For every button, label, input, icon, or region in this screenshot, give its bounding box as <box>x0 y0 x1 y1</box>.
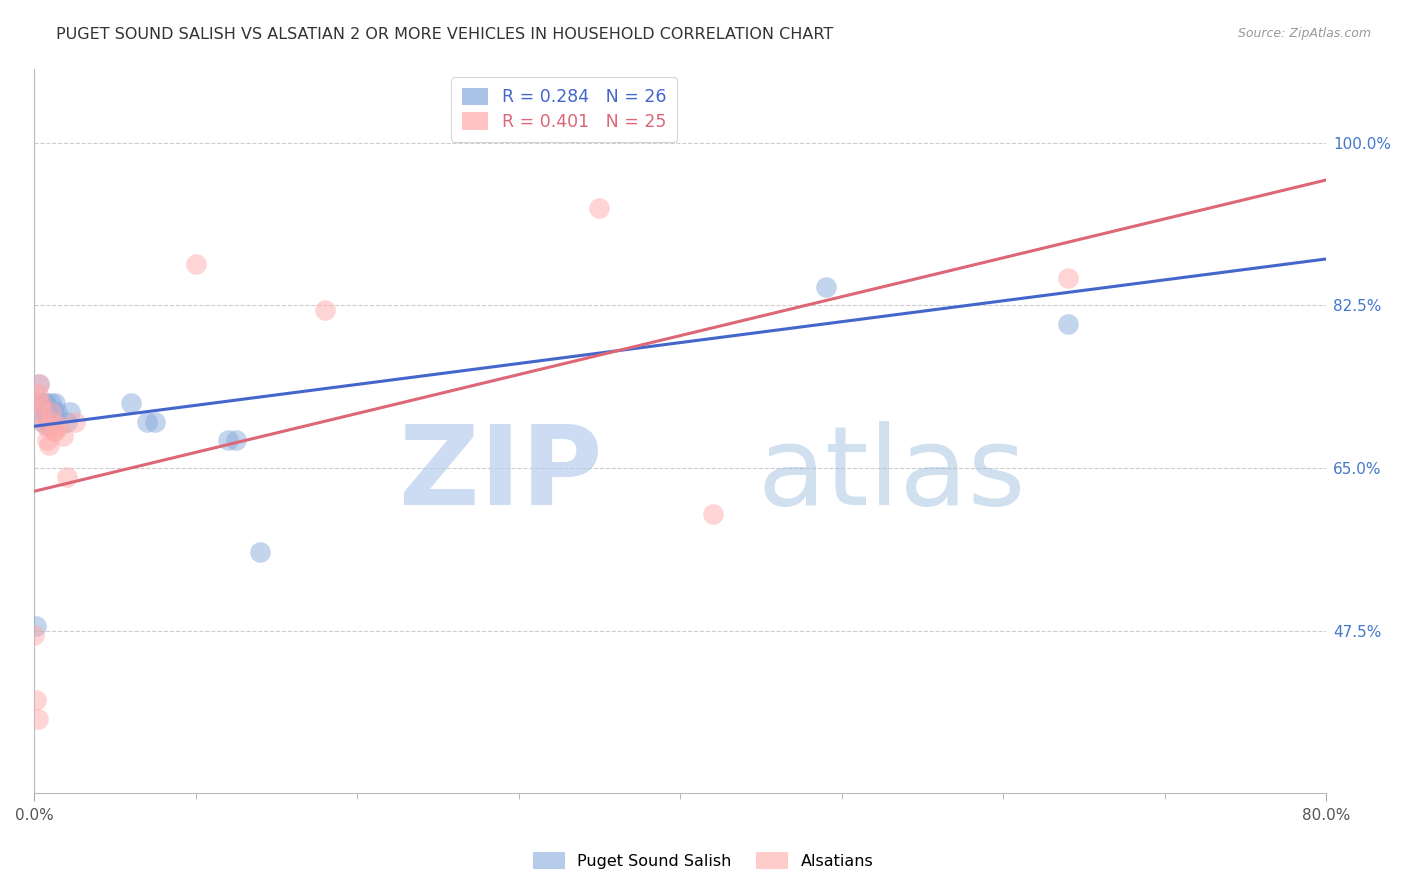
Point <box>41 415 63 429</box>
Point <box>27 386 49 401</box>
Point <box>588 201 610 215</box>
Point <box>28 377 51 392</box>
Point <box>30 396 52 410</box>
Point <box>41 415 63 429</box>
Point <box>30 396 52 410</box>
Point <box>32 415 55 429</box>
Point <box>702 508 724 522</box>
Legend: R = 0.284   N = 26, R = 0.401   N = 25: R = 0.284 N = 26, R = 0.401 N = 25 <box>451 78 676 142</box>
Text: ZIP: ZIP <box>399 421 603 528</box>
Point <box>120 396 142 410</box>
Point <box>184 257 207 271</box>
Point <box>48 419 70 434</box>
Point <box>34 405 56 419</box>
Point <box>34 419 56 434</box>
Point <box>145 415 167 429</box>
Point <box>32 405 55 419</box>
Point <box>25 619 48 633</box>
Point <box>34 396 56 410</box>
Point <box>28 377 51 392</box>
Point <box>25 693 48 707</box>
Point <box>59 405 82 419</box>
Point <box>136 415 159 429</box>
Legend: Puget Sound Salish, Alsatians: Puget Sound Salish, Alsatians <box>526 846 880 875</box>
Point <box>39 405 62 419</box>
Point <box>38 419 60 434</box>
Point <box>37 433 59 447</box>
Text: atlas: atlas <box>758 421 1026 528</box>
Point <box>225 433 247 447</box>
Point <box>37 415 59 429</box>
Point <box>32 396 55 410</box>
Point <box>46 405 69 419</box>
Point <box>249 544 271 558</box>
Point <box>31 415 53 429</box>
Point <box>1056 270 1078 285</box>
Point <box>42 424 65 438</box>
Point <box>22 628 45 642</box>
Point <box>38 438 60 452</box>
Point <box>39 396 62 410</box>
Point <box>55 470 77 484</box>
Text: PUGET SOUND SALISH VS ALSATIAN 2 OR MORE VEHICLES IN HOUSEHOLD CORRELATION CHART: PUGET SOUND SALISH VS ALSATIAN 2 OR MORE… <box>56 27 834 42</box>
Point <box>44 396 66 410</box>
Text: Source: ZipAtlas.com: Source: ZipAtlas.com <box>1237 27 1371 40</box>
Point <box>44 424 66 438</box>
Point <box>52 428 75 442</box>
Point <box>314 303 336 318</box>
Point <box>814 280 837 294</box>
Point <box>28 396 51 410</box>
Point <box>55 415 77 429</box>
Point <box>1056 317 1078 331</box>
Point <box>31 405 53 419</box>
Point <box>28 396 51 410</box>
Point <box>27 712 49 726</box>
Point <box>42 405 65 419</box>
Point <box>63 415 86 429</box>
Point <box>217 433 239 447</box>
